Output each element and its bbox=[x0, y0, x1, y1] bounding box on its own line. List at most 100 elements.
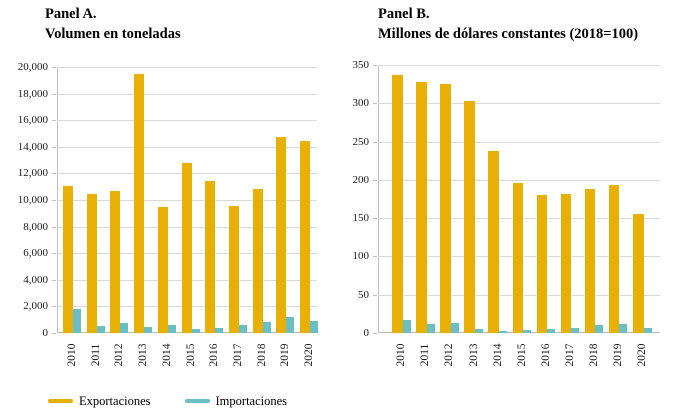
bar-exportaciones-2020 bbox=[633, 213, 644, 333]
x-axis-label-2020: 2020 bbox=[636, 343, 649, 367]
bar-exportaciones-2011 bbox=[416, 81, 427, 333]
y-axis-label: 0 bbox=[42, 327, 49, 339]
x-axis-label-2013: 2013 bbox=[467, 343, 480, 367]
bar-exportaciones-2016 bbox=[205, 180, 216, 333]
bar-importaciones-2014 bbox=[167, 325, 176, 333]
y-axis-label: 14,000 bbox=[17, 141, 48, 153]
y-axis-label: 12,000 bbox=[17, 167, 48, 179]
x-axis-label-2011: 2011 bbox=[419, 343, 432, 367]
y-axis-tick bbox=[52, 280, 56, 281]
y-axis-label: 8,000 bbox=[23, 221, 48, 233]
y-axis-tick bbox=[373, 333, 377, 334]
legend-item-importaciones: Importaciones bbox=[184, 393, 288, 409]
bar-importaciones-2010 bbox=[73, 309, 81, 333]
y-axis-tick bbox=[52, 333, 56, 334]
x-axis-label-2011: 2011 bbox=[89, 343, 102, 367]
panel-b-title-line2: Millones de dólares constantes (2018=100… bbox=[378, 26, 639, 42]
bar-exportaciones-2017 bbox=[560, 194, 572, 333]
y-axis-tick bbox=[52, 94, 56, 95]
bar-importaciones-2010 bbox=[402, 319, 411, 333]
bar-exportaciones-2015 bbox=[181, 163, 192, 333]
y-axis-label: 2,000 bbox=[23, 300, 48, 312]
y-axis-label: 250 bbox=[352, 136, 370, 148]
bar-exportaciones-2019 bbox=[608, 185, 620, 333]
x-axis-label-2015: 2015 bbox=[515, 343, 528, 367]
bar-importaciones-2014 bbox=[498, 330, 507, 333]
x-axis-label-2019: 2019 bbox=[279, 343, 292, 367]
bar-exportaciones-2012 bbox=[440, 84, 451, 333]
bar-importaciones-2020 bbox=[643, 328, 652, 333]
gridline bbox=[57, 147, 317, 148]
y-axis-tick bbox=[373, 218, 377, 219]
gridline bbox=[57, 120, 317, 121]
panel-a-title: Panel A. Volumen en toneladas bbox=[45, 4, 181, 44]
gridline bbox=[378, 142, 660, 143]
x-axis-label-2016: 2016 bbox=[208, 343, 221, 367]
y-axis-tick bbox=[52, 200, 56, 201]
bar-exportaciones-2014 bbox=[157, 207, 168, 333]
bar-importaciones-2018 bbox=[262, 322, 271, 333]
panel-a-title-line1: Panel A. bbox=[45, 6, 97, 22]
bar-importaciones-2019 bbox=[619, 323, 628, 333]
y-axis-label: 100 bbox=[352, 250, 370, 262]
bar-importaciones-2011 bbox=[96, 325, 105, 333]
gridline bbox=[57, 94, 317, 95]
bar-exportaciones-2014 bbox=[488, 150, 499, 333]
bar-exportaciones-2020 bbox=[300, 141, 310, 333]
bar-importaciones-2017 bbox=[238, 325, 247, 333]
bar-importaciones-2016 bbox=[215, 327, 224, 333]
y-axis-label: 20,000 bbox=[17, 61, 48, 73]
y-axis-label: 350 bbox=[352, 59, 370, 71]
x-axis-label-2016: 2016 bbox=[539, 343, 552, 367]
y-axis-label: 16,000 bbox=[17, 114, 48, 126]
bar-exportaciones-2017 bbox=[228, 205, 239, 333]
y-axis-tick bbox=[373, 180, 377, 181]
y-axis-tick bbox=[52, 67, 56, 68]
x-axis-label-2012: 2012 bbox=[113, 343, 126, 367]
y-axis-label: 0 bbox=[363, 327, 370, 339]
bar-exportaciones-2019 bbox=[276, 137, 287, 333]
bar-importaciones-2015 bbox=[191, 329, 200, 333]
importaciones-swatch-icon bbox=[184, 399, 210, 403]
legend-item-exportaciones: Exportaciones bbox=[48, 394, 151, 409]
y-axis-tick bbox=[52, 120, 56, 121]
panel-a-title-line2: Volumen en toneladas bbox=[45, 26, 181, 42]
x-axis-label-2017: 2017 bbox=[563, 343, 576, 367]
y-axis-tick bbox=[52, 253, 56, 254]
y-axis-tick bbox=[373, 65, 377, 66]
x-axis-label-2014: 2014 bbox=[491, 343, 504, 367]
bar-importaciones-2015 bbox=[523, 329, 531, 333]
bar-exportaciones-2010 bbox=[392, 74, 403, 333]
y-axis-label: 10,000 bbox=[17, 194, 48, 206]
y-axis-tick bbox=[52, 227, 56, 228]
y-axis-tick bbox=[373, 142, 377, 143]
bar-importaciones-2011 bbox=[426, 323, 435, 333]
y-axis-tick bbox=[373, 256, 377, 257]
bar-exportaciones-2016 bbox=[536, 195, 548, 333]
y-axis-tick bbox=[373, 103, 377, 104]
exportaciones-swatch-icon bbox=[48, 399, 73, 403]
x-axis-label-2018: 2018 bbox=[255, 343, 268, 367]
y-axis-tick bbox=[52, 147, 56, 148]
bar-exportaciones-2012 bbox=[110, 191, 121, 333]
bar-importaciones-2017 bbox=[571, 327, 580, 333]
y-axis-label: 150 bbox=[352, 212, 370, 224]
gridline bbox=[378, 65, 660, 66]
gridline bbox=[57, 67, 317, 68]
x-axis-label-2020: 2020 bbox=[303, 343, 315, 367]
gridline bbox=[378, 180, 660, 181]
y-axis-label: 4,000 bbox=[23, 274, 48, 286]
x-axis-label-2010: 2010 bbox=[66, 343, 78, 367]
x-axis-label-2018: 2018 bbox=[588, 343, 601, 367]
x-axis-label-2019: 2019 bbox=[612, 343, 625, 367]
bar-exportaciones-2013 bbox=[134, 73, 145, 333]
panel-b-title-line1: Panel B. bbox=[378, 6, 430, 22]
legend-label-importaciones: Importaciones bbox=[215, 393, 288, 408]
x-axis-label-2017: 2017 bbox=[231, 343, 244, 367]
y-axis-label: 200 bbox=[352, 174, 370, 186]
y-axis-label: 300 bbox=[352, 97, 370, 109]
y-axis-label: 18,000 bbox=[17, 88, 48, 100]
y-axis-tick bbox=[52, 173, 56, 174]
